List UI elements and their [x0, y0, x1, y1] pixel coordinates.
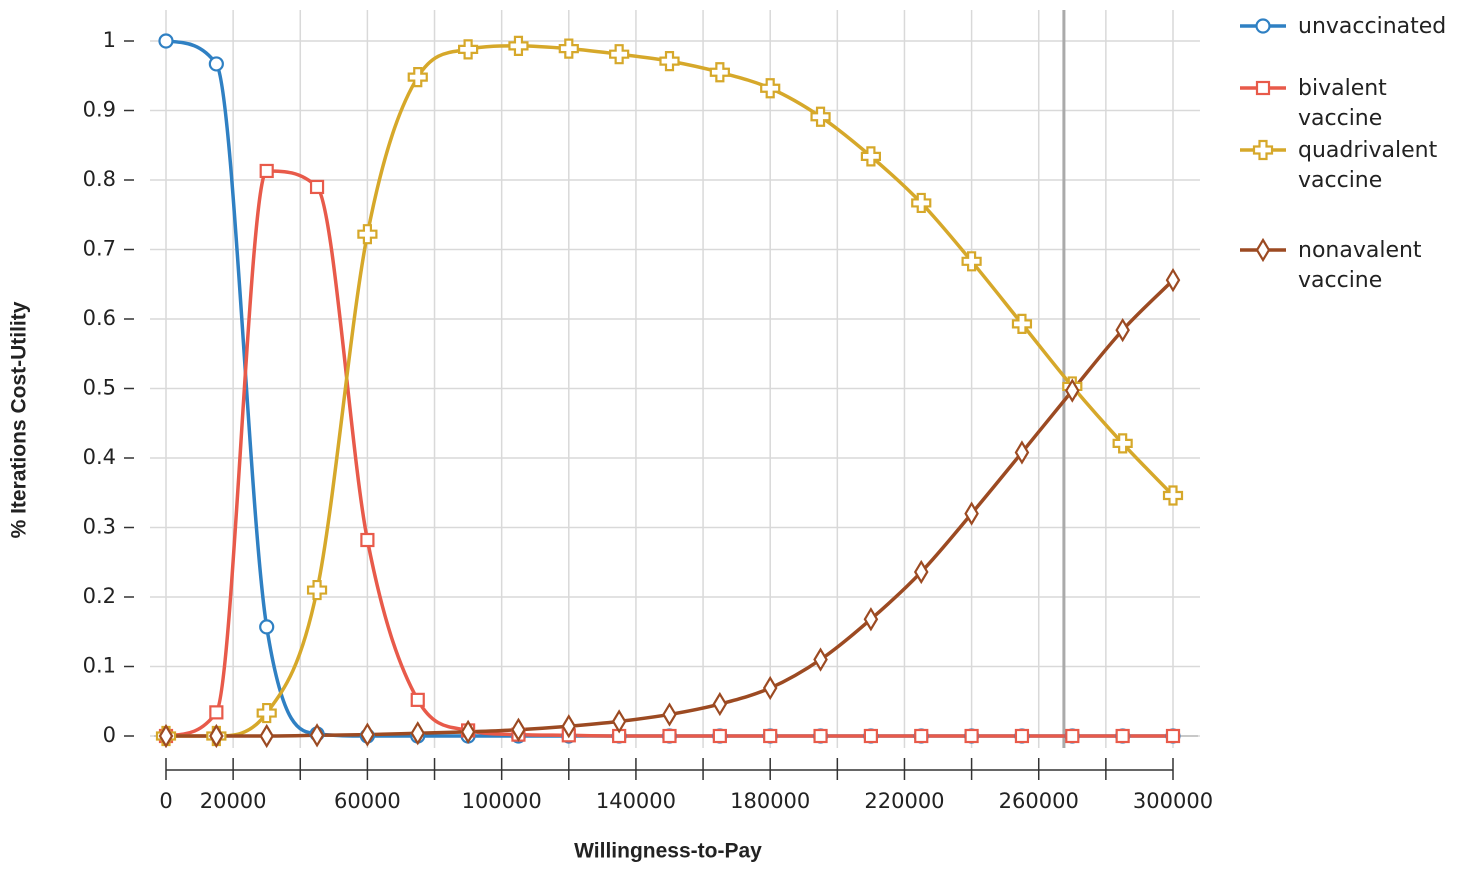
marker — [256, 702, 277, 724]
marker — [863, 607, 879, 632]
legend-marker — [1255, 237, 1271, 263]
y-tick-label: 0.5 — [83, 376, 116, 400]
marker — [763, 728, 778, 744]
y-tick-label: 0.3 — [83, 515, 116, 539]
marker — [914, 728, 929, 744]
marker — [558, 38, 579, 59]
x-tick-label: 140000 — [596, 789, 676, 813]
marker — [259, 619, 275, 635]
marker — [863, 728, 879, 744]
marker — [306, 579, 328, 601]
marker — [1014, 440, 1030, 465]
y-tick-label: 0 — [103, 723, 116, 747]
marker — [309, 723, 325, 748]
y-tick-label: 0.7 — [83, 237, 116, 261]
x-tick-label: 220000 — [864, 789, 944, 813]
marker — [158, 723, 174, 749]
x-tick-label: 0 — [159, 789, 172, 813]
marker — [511, 717, 526, 742]
marker — [158, 33, 174, 49]
marker — [813, 728, 828, 744]
marker — [1115, 728, 1130, 744]
series-line — [166, 278, 1175, 738]
marker — [1162, 485, 1184, 506]
x-tick-label: 60000 — [334, 789, 401, 813]
marker — [662, 702, 677, 727]
legend-label: nonavalent vaccine — [1298, 238, 1422, 293]
marker — [1014, 728, 1030, 744]
marker — [1011, 313, 1033, 334]
marker — [609, 44, 630, 65]
marker — [662, 728, 677, 744]
marker — [259, 723, 274, 749]
x-tick-label: 300000 — [1133, 789, 1213, 813]
marker — [1165, 267, 1181, 293]
marker — [1065, 378, 1080, 403]
marker — [611, 709, 627, 734]
marker — [860, 146, 882, 167]
marker — [209, 723, 224, 749]
legend-label: bivalent vaccine — [1298, 76, 1387, 131]
marker — [407, 67, 428, 88]
marker — [1112, 433, 1133, 454]
legend-marker — [1252, 139, 1274, 161]
legend-label: quadrivalent vaccine — [1298, 138, 1438, 193]
y-tick-label: 0.6 — [83, 306, 116, 330]
x-tick-label: 20000 — [200, 789, 267, 813]
marker — [357, 224, 378, 245]
marker — [964, 501, 979, 526]
y-axis-title: % Iterations Cost-Utility — [8, 301, 31, 538]
y-tick-label: 0.8 — [83, 167, 116, 191]
marker — [561, 714, 577, 739]
x-axis-title: Willingness-to-Pay — [574, 840, 762, 863]
marker — [410, 692, 425, 707]
marker — [810, 106, 831, 127]
marker — [209, 705, 224, 720]
legend-marker — [1255, 80, 1271, 96]
marker — [309, 179, 325, 195]
marker — [813, 647, 828, 672]
legend-label: unvaccinated — [1298, 14, 1447, 39]
marker — [712, 691, 728, 717]
marker — [911, 192, 932, 214]
marker — [760, 78, 781, 99]
marker — [460, 719, 476, 744]
x-tick-label: 260000 — [999, 789, 1079, 813]
y-tick-label: 0.1 — [83, 654, 116, 678]
y-tick-label: 0.4 — [83, 445, 116, 469]
marker — [964, 728, 979, 744]
marker — [360, 722, 375, 747]
marker — [1065, 728, 1080, 744]
marker — [508, 35, 529, 56]
marker — [913, 559, 929, 585]
marker — [360, 532, 375, 548]
marker — [712, 728, 727, 744]
marker — [208, 56, 224, 72]
marker — [1115, 317, 1130, 343]
marker — [410, 721, 426, 746]
x-tick-label: 180000 — [730, 789, 810, 813]
marker — [1165, 728, 1181, 744]
y-tick-label: 0.2 — [83, 584, 116, 608]
y-tick-label: 0.9 — [83, 98, 116, 122]
marker — [259, 163, 274, 179]
marker — [709, 62, 730, 83]
marker — [762, 675, 778, 701]
marker — [659, 51, 680, 72]
legend-marker — [1255, 18, 1271, 34]
x-tick-label: 100000 — [462, 789, 542, 813]
marker — [961, 251, 982, 272]
series-line — [166, 44, 1175, 738]
marker — [458, 39, 479, 60]
y-tick-label: 1 — [103, 28, 116, 52]
